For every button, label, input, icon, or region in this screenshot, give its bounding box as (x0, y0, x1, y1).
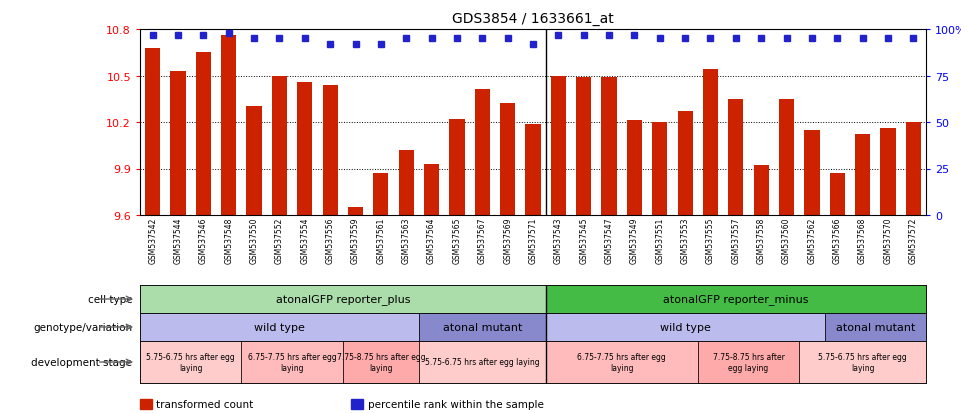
Bar (829, 174, 845, 216)
Bar (526, 124, 541, 216)
Bar (323, 85, 337, 216)
Bar (880, 129, 896, 216)
Bar (905, 123, 921, 216)
Bar (500, 104, 515, 216)
Text: transformed count: transformed count (157, 399, 254, 409)
Title: GDS3854 / 1633661_at: GDS3854 / 1633661_at (452, 12, 614, 26)
Bar (399, 150, 414, 216)
Bar (221, 36, 236, 216)
Bar (140, 341, 241, 383)
Bar (297, 83, 312, 216)
Bar (753, 166, 769, 216)
Text: 6.75-7.75 hrs after egg
laying: 6.75-7.75 hrs after egg laying (578, 352, 666, 372)
Bar (475, 90, 490, 216)
Text: wild type: wild type (254, 322, 305, 332)
Bar (348, 208, 363, 216)
Bar (702, 70, 718, 216)
Text: 5.75-6.75 hrs after egg
laying: 5.75-6.75 hrs after egg laying (146, 352, 235, 372)
Bar (855, 135, 871, 216)
Bar (170, 72, 185, 216)
Bar (272, 76, 287, 216)
Bar (800, 341, 926, 383)
Text: atonalGFP reporter_plus: atonalGFP reporter_plus (276, 294, 410, 305)
Bar (804, 131, 820, 216)
Bar (241, 341, 343, 383)
Bar (343, 341, 419, 383)
Text: atonalGFP reporter_minus: atonalGFP reporter_minus (663, 294, 808, 305)
Bar (576, 78, 591, 216)
Text: 7.75-8.75 hrs after
egg laying: 7.75-8.75 hrs after egg laying (712, 352, 784, 372)
Text: cell type: cell type (87, 294, 133, 304)
Text: 5.75-6.75 hrs after egg laying: 5.75-6.75 hrs after egg laying (425, 358, 540, 367)
Text: atonal mutant: atonal mutant (443, 322, 522, 332)
Text: development stage: development stage (31, 357, 133, 367)
Bar (196, 53, 211, 216)
Bar (424, 164, 439, 216)
Bar (419, 341, 546, 383)
Bar (246, 107, 261, 216)
Text: percentile rank within the sample: percentile rank within the sample (368, 399, 544, 409)
Bar (678, 112, 693, 216)
Bar (653, 123, 667, 216)
Bar (140, 285, 546, 313)
Bar (145, 48, 160, 216)
Bar (450, 120, 464, 216)
Bar (546, 341, 698, 383)
Text: genotype/variation: genotype/variation (33, 322, 133, 332)
Text: 6.75-7.75 hrs after egg
laying: 6.75-7.75 hrs after egg laying (248, 352, 336, 372)
Text: 7.75-8.75 hrs after egg
laying: 7.75-8.75 hrs after egg laying (336, 352, 425, 372)
Bar (825, 313, 926, 341)
Text: 5.75-6.75 hrs after egg
laying: 5.75-6.75 hrs after egg laying (818, 352, 907, 372)
Bar (698, 341, 800, 383)
Bar (779, 100, 794, 216)
Text: atonal mutant: atonal mutant (836, 322, 915, 332)
Bar (546, 285, 926, 313)
Bar (551, 76, 566, 216)
Text: wild type: wild type (659, 322, 710, 332)
Bar (419, 313, 546, 341)
Bar (728, 100, 744, 216)
Bar (373, 174, 388, 216)
Bar (602, 78, 617, 216)
Bar (627, 121, 642, 216)
Bar (140, 313, 419, 341)
Bar (546, 313, 825, 341)
